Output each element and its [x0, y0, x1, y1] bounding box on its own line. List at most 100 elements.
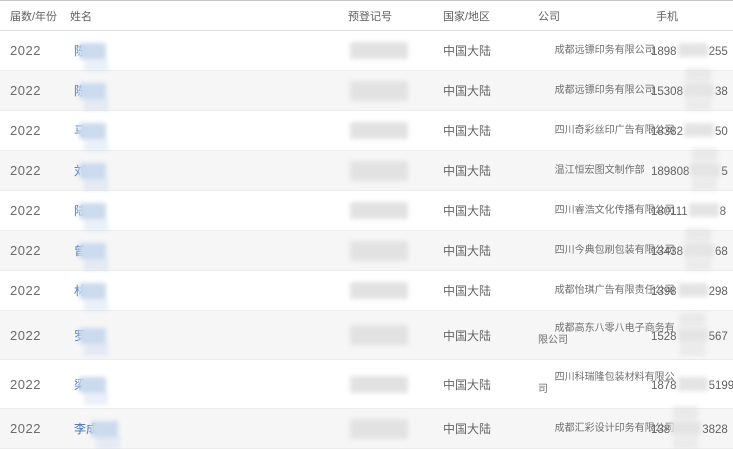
phone-redaction-blur	[677, 312, 708, 356]
year-cell: 2022	[0, 71, 70, 111]
year-cell: 2022	[0, 271, 70, 311]
region-value: 中国大陆	[443, 204, 492, 218]
company-value: 四川今典包刷包装有限公司	[554, 244, 675, 256]
reg-number-redaction-blur	[350, 160, 408, 181]
reg-number-cell	[348, 311, 443, 360]
phone-cell: 1898 255	[651, 31, 733, 71]
phone-suffix: 68	[714, 246, 728, 258]
name-redaction-blur	[79, 283, 109, 311]
table-row: 2022 刘 中国大陆 温江恒宏图文制作部 189808 5	[0, 148, 733, 191]
name-cell: 马	[70, 111, 348, 151]
phone-redaction-blur	[677, 376, 708, 391]
name-cell: 刘	[70, 151, 348, 191]
reg-number-cell	[348, 71, 443, 111]
phone-redaction-blur	[683, 123, 714, 137]
name-redaction-blur	[79, 203, 109, 231]
column-header-region: 国家/地区	[443, 0, 538, 31]
phone-suffix: 5	[721, 166, 728, 178]
year-cell: 2022	[0, 111, 70, 151]
column-header-reg: 预登记号	[348, 0, 443, 31]
region-cell: 中国大陆	[443, 311, 538, 360]
phone-cell: 18382 50	[651, 111, 733, 151]
region-value: 中国大陆	[443, 164, 492, 178]
table-header: 届数/年份 姓名 预登记号 国家/地区 公司 手机	[0, 0, 733, 31]
name-redaction-blur	[79, 327, 109, 356]
company-cell: 成都远镖印务有限公司	[538, 71, 655, 111]
table-row: 2022 林 中国大陆 成都怡琪广告有限责任公司 1398 298	[0, 270, 733, 311]
reg-number-cell	[348, 31, 443, 71]
year-value: 2022	[10, 43, 41, 58]
phone-prefix: 180111	[651, 206, 688, 218]
phone-prefix: 189808	[651, 166, 690, 178]
name-cell: 曾	[70, 231, 348, 271]
name-cell: 陈	[70, 71, 348, 111]
name-cell: 罗	[70, 311, 348, 360]
phone-redaction-blur	[683, 228, 714, 271]
name-cell: 陈	[70, 31, 348, 71]
year-value: 2022	[10, 283, 41, 298]
region-cell: 中国大陆	[443, 231, 538, 271]
year-cell: 2022	[0, 151, 70, 191]
company-value: 四川科瑞隆包装材料有限公 司	[538, 372, 675, 395]
reg-number-cell	[348, 231, 443, 271]
year-value: 2022	[10, 123, 41, 138]
company-cell: 四川睿浩文化传播有限公司	[538, 191, 675, 231]
phone-prefix: 1398	[651, 286, 677, 298]
company-cell: 四川今典包刷包装有限公司	[538, 231, 675, 271]
region-cell: 中国大陆	[443, 191, 538, 231]
company-value: 成都怡琪广告有限责任公司	[554, 284, 675, 296]
company-cell: 四川科瑞隆包装材料有限公 司	[538, 360, 675, 409]
name-redaction-blur	[91, 421, 121, 449]
phone-prefix: 15308	[651, 86, 683, 98]
reg-number-cell	[348, 360, 443, 409]
reg-number-cell	[348, 409, 443, 449]
company-value: 成都高东八零八电子商务有 限公司	[538, 323, 675, 346]
table-row: 2022 曾 中国大陆 四川今典包刷包装有限公司 13438 68	[0, 228, 733, 271]
region-cell: 中国大陆	[443, 111, 538, 151]
name-redaction-blur	[79, 43, 109, 71]
reg-number-redaction-blur	[350, 418, 408, 439]
reg-number-redaction-blur	[350, 240, 408, 261]
phone-redaction-blur	[677, 43, 708, 57]
phone-cell: 189808 5	[651, 148, 733, 191]
name-redaction-blur	[79, 243, 109, 271]
company-cell: 成都怡琪广告有限责任公司	[538, 271, 675, 311]
name-redaction-blur	[79, 163, 109, 191]
region-cell: 中国大陆	[443, 71, 538, 111]
phone-prefix: 13438	[651, 246, 683, 258]
phone-prefix: 1528	[651, 330, 677, 343]
reg-number-cell	[348, 191, 443, 231]
phone-prefix: 1878	[651, 379, 677, 392]
year-value: 2022	[10, 327, 41, 343]
table-row: 2022 陆 中国大陆 四川睿浩文化传播有限公司 180111 8	[0, 190, 733, 231]
table-row: 2022 梁 中国大陆 四川科瑞隆包装材料有限公 司 1878 5199	[0, 359, 733, 409]
year-cell: 2022	[0, 31, 70, 71]
year-value: 2022	[10, 243, 41, 258]
year-cell: 2022	[0, 191, 70, 231]
header-row: 届数/年份 姓名 预登记号 国家/地区 公司 手机	[0, 0, 733, 31]
region-value: 中国大陆	[443, 284, 492, 298]
year-cell: 2022	[0, 231, 70, 271]
table-row: 2022 马 中国大陆 四川奇彩丝印广告有限公司 18382 50	[0, 110, 733, 151]
name-redaction-blur	[79, 376, 109, 405]
reg-number-redaction-blur	[350, 202, 408, 219]
phone-suffix: 3828	[702, 424, 728, 436]
phone-cell: 15308 38	[651, 68, 733, 111]
reg-number-redaction-blur	[350, 282, 408, 299]
table-row: 2022 陈 中国大陆 成都远镖印务有限公司 15308 38	[0, 68, 733, 111]
phone-cell: 1528 567	[651, 311, 733, 360]
company-value: 成都远镖印务有限公司	[554, 44, 655, 56]
company-value: 四川奇彩丝印广告有限公司	[554, 124, 675, 136]
phone-redaction-blur	[688, 203, 719, 217]
company-cell: 成都高东八零八电子商务有 限公司	[538, 311, 675, 360]
name-cell: 李成	[70, 409, 348, 449]
phone-cell: 138 3828	[651, 406, 733, 449]
company-cell: 成都远镖印务有限公司	[538, 31, 655, 71]
phone-cell: 1398 298	[651, 271, 733, 311]
phone-cell: 1878 5199	[651, 360, 733, 409]
phone-suffix: 298	[708, 286, 728, 298]
reg-number-redaction-blur	[350, 80, 408, 101]
table-body: 2022 陈 中国大陆 成都远镖印务有限公司 1898 255 2022 陈 中国…	[0, 30, 733, 449]
phone-redaction-blur	[690, 148, 721, 191]
